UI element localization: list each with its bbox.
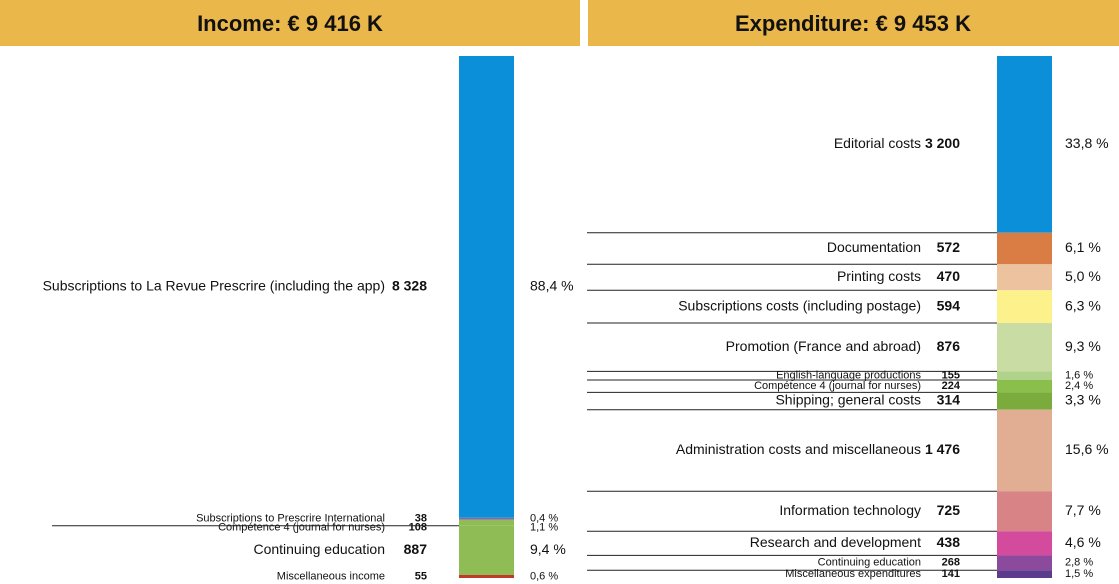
bar-segment [997,290,1052,324]
segment-label: Continuing education [818,557,921,569]
percentage-label: 88,4 % [530,278,574,294]
segment-label: Information technology [779,502,921,518]
value-label: 887 [404,541,428,557]
bar-segment [459,519,514,526]
chart-title: Income: € 9 416 K [197,11,383,36]
segment-label: Miscellaneous expenditures [785,568,921,580]
value-label: 1 476 [925,441,960,457]
segment-label: Research and development [750,534,921,550]
percentage-label: 1,5 % [1065,568,1093,580]
segment-label: Continuing education [253,541,385,557]
bar-segment [459,525,514,575]
segment-label: Shipping; general costs [775,392,921,408]
bar-segment [459,517,514,520]
percentage-label: 0,4 % [530,513,558,525]
income-header [0,0,580,46]
value-label: 3 200 [925,135,960,151]
chart-title: Expenditure: € 9 453 K [735,11,971,36]
value-label: 876 [937,338,961,354]
segment-label: Compétence 4 (journal for nurses) [754,380,921,392]
percentage-label: 33,8 % [1065,135,1109,151]
bar-segment [997,56,1052,233]
value-label: 141 [942,568,960,580]
bar-segment [997,392,1052,410]
segment-label: Printing costs [837,268,921,284]
segment-label: English-language productions [776,370,921,382]
value-label: 572 [937,239,961,255]
value-label: 725 [937,502,961,518]
percentage-label: 9,3 % [1065,338,1101,354]
value-label: 108 [409,522,427,534]
percentage-label: 6,1 % [1065,239,1101,255]
expenditure-header [588,0,1119,46]
percentage-label: 0,6 % [530,570,558,582]
percentage-label: 3,3 % [1065,392,1101,408]
bar-segment [997,555,1052,571]
value-label: 55 [415,570,427,582]
percentage-label: 9,4 % [530,541,566,557]
segment-label: Documentation [827,239,921,255]
percentage-label: 1,6 % [1065,370,1093,382]
value-label: 438 [937,534,961,550]
segment-label: Subscriptions costs (including postage) [678,297,921,313]
percentage-label: 5,0 % [1065,268,1101,284]
bar-segment [997,323,1052,372]
segment-label: Administration costs and miscellaneous [676,441,921,457]
bar-segment [997,491,1052,532]
bar-segment [997,264,1052,291]
percentage-label: 1,1 % [530,522,558,534]
value-label: 314 [937,392,961,408]
bar-segment [997,371,1052,380]
value-label: 268 [942,557,960,569]
value-label: 224 [942,380,961,392]
percentage-label: 2,4 % [1065,380,1093,392]
percentage-label: 2,8 % [1065,557,1093,569]
percentage-label: 15,6 % [1065,441,1109,457]
bar-segment [997,570,1052,578]
percentage-label: 7,7 % [1065,502,1101,518]
segment-label: Miscellaneous income [277,570,385,582]
bar-segment [997,531,1052,556]
segment-label: Subscriptions to La Revue Prescrire (inc… [43,278,385,294]
bar-segment [997,379,1052,393]
bar-segment [459,56,514,518]
value-label: 155 [942,370,960,382]
value-label: 38 [415,513,427,525]
segment-label: Editorial costs [834,135,921,151]
segment-label: Subscriptions to Prescrire International [196,513,385,525]
value-label: 8 328 [392,278,427,294]
percentage-label: 6,3 % [1065,297,1101,313]
bar-segment [997,232,1052,265]
bar-segment [459,574,514,578]
segment-label: Compétence 4 (journal for nurses) [218,522,385,534]
bar-segment [997,409,1052,492]
value-label: 594 [937,297,961,313]
value-label: 470 [937,268,961,284]
segment-label: Promotion (France and abroad) [726,338,921,354]
percentage-label: 4,6 % [1065,534,1101,550]
